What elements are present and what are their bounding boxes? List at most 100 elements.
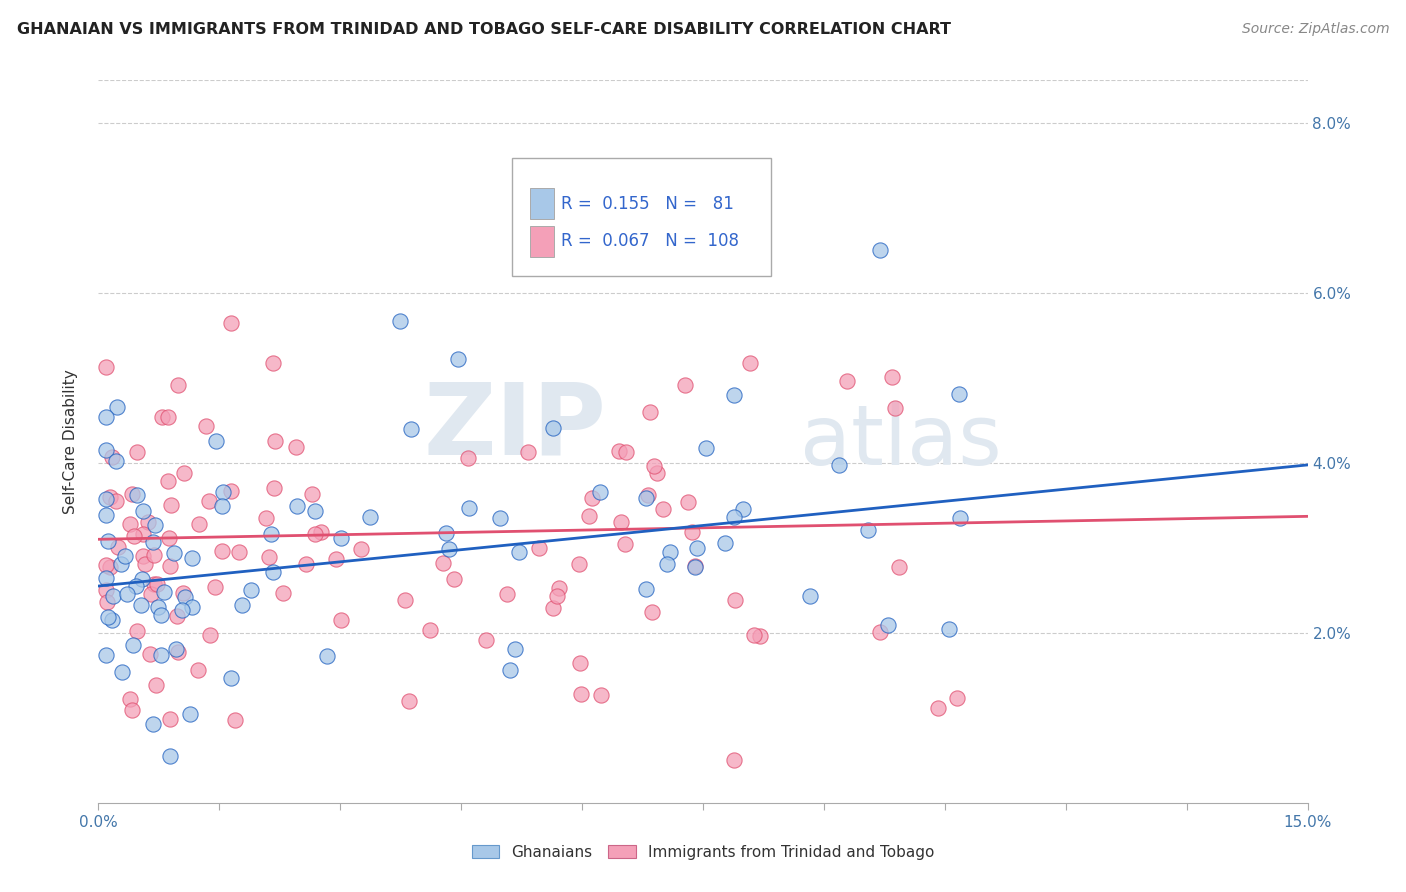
Point	[197, 493, 219, 508]
Point	[101, 450, 124, 464]
Point	[568, 656, 591, 670]
Point	[257, 549, 280, 564]
Point	[142, 535, 165, 549]
Point	[284, 440, 307, 454]
Point	[180, 600, 202, 615]
Point	[150, 410, 173, 425]
Point	[131, 527, 153, 541]
Point	[96, 571, 118, 585]
Point	[159, 499, 181, 513]
Point	[458, 500, 481, 515]
Point	[121, 703, 143, 717]
Point	[166, 377, 188, 392]
Point	[96, 595, 118, 609]
Point	[131, 599, 153, 613]
Point	[495, 587, 517, 601]
Point	[104, 453, 127, 467]
Point	[457, 451, 479, 466]
Point	[100, 490, 122, 504]
Point	[673, 377, 696, 392]
Y-axis label: Self-Care Disability: Self-Care Disability	[63, 369, 77, 514]
Point	[503, 641, 526, 656]
Point	[165, 642, 187, 657]
Point	[149, 648, 172, 662]
Point	[143, 577, 166, 591]
Point	[610, 515, 633, 529]
Point	[97, 610, 120, 624]
Point	[157, 474, 180, 488]
Point	[329, 613, 352, 627]
Point	[695, 441, 717, 455]
Point	[723, 753, 745, 767]
Text: R =  0.155   N =   81: R = 0.155 N = 81	[561, 194, 734, 213]
Point	[240, 582, 263, 597]
Point	[172, 603, 194, 617]
Point	[398, 694, 420, 708]
Point	[578, 509, 600, 524]
Point	[686, 541, 709, 556]
Point	[330, 531, 353, 545]
Point	[159, 713, 181, 727]
Point	[187, 663, 209, 677]
Point	[638, 404, 661, 418]
Point	[837, 374, 859, 388]
Point	[350, 542, 373, 557]
Point	[723, 388, 745, 402]
Point	[163, 546, 186, 560]
Point	[568, 557, 591, 571]
Point	[122, 529, 145, 543]
Point	[101, 613, 124, 627]
Point	[131, 572, 153, 586]
Point	[271, 585, 294, 599]
Point	[105, 400, 128, 414]
Point	[301, 487, 323, 501]
Point	[127, 488, 149, 502]
Point	[546, 590, 568, 604]
Point	[607, 444, 630, 458]
Point	[325, 552, 347, 566]
Point	[131, 504, 153, 518]
Point	[114, 549, 136, 563]
Point	[856, 523, 879, 537]
Point	[643, 459, 665, 474]
Point	[262, 355, 284, 369]
Point	[156, 410, 179, 425]
Point	[173, 466, 195, 480]
Point	[219, 316, 242, 330]
Point	[122, 638, 145, 652]
Point	[948, 387, 970, 401]
Point	[166, 608, 188, 623]
Point	[148, 599, 170, 614]
Point	[211, 544, 233, 558]
Point	[228, 545, 250, 559]
Point	[723, 509, 745, 524]
Point	[541, 600, 564, 615]
Point	[150, 607, 173, 622]
Point	[508, 545, 530, 559]
Point	[224, 713, 246, 727]
Point	[159, 558, 181, 573]
Text: R =  0.067   N =  108: R = 0.067 N = 108	[561, 232, 740, 250]
Point	[394, 592, 416, 607]
Legend: Ghanaians, Immigrants from Trinidad and Tobago: Ghanaians, Immigrants from Trinidad and …	[464, 837, 942, 867]
Point	[118, 692, 141, 706]
Text: GHANAIAN VS IMMIGRANTS FROM TRINIDAD AND TOBAGO SELF-CARE DISABILITY CORRELATION: GHANAIAN VS IMMIGRANTS FROM TRINIDAD AND…	[17, 22, 950, 37]
Point	[127, 624, 149, 639]
Point	[828, 458, 851, 473]
Point	[499, 664, 522, 678]
Point	[634, 491, 657, 506]
Point	[194, 419, 217, 434]
Point	[146, 577, 169, 591]
Point	[134, 557, 156, 571]
Point	[799, 589, 821, 603]
Point	[527, 541, 550, 555]
Point	[591, 688, 613, 702]
Point	[877, 617, 900, 632]
Point	[949, 511, 972, 525]
Point	[724, 593, 747, 607]
Point	[205, 434, 228, 448]
Point	[295, 557, 318, 571]
Point	[142, 717, 165, 731]
Point	[434, 526, 457, 541]
Point	[287, 499, 309, 513]
